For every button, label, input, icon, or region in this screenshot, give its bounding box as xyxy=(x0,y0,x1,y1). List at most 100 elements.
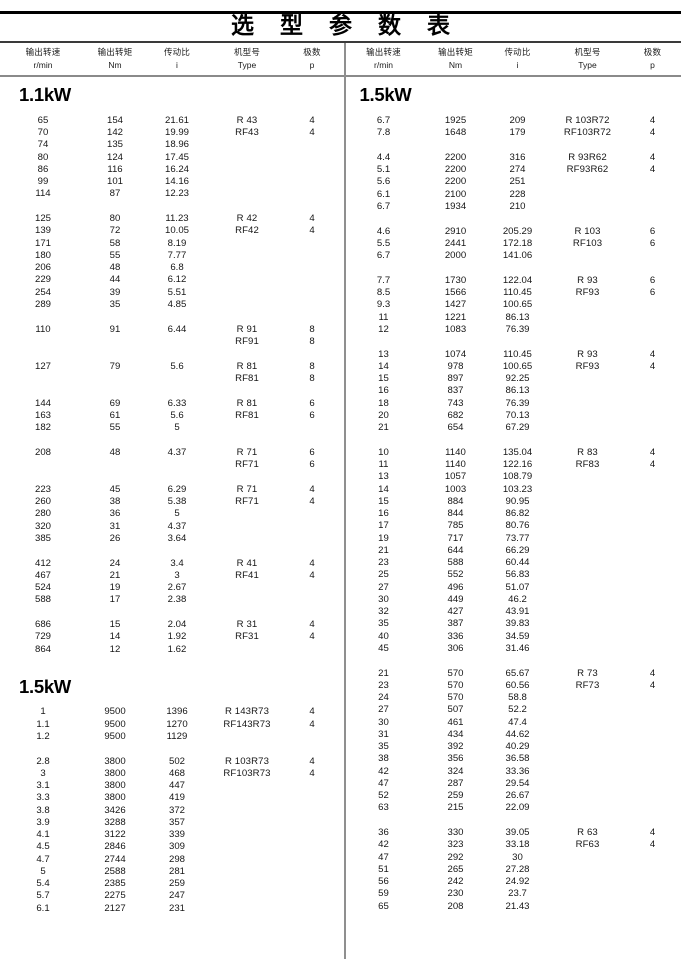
cell-output-torque: 21 xyxy=(109,569,121,581)
cell-type: RF63 xyxy=(575,839,600,851)
cell-ratio: 1396 xyxy=(166,706,188,718)
cell-output-torque: 292 xyxy=(447,851,464,863)
cell-ratio: 80.76 xyxy=(505,520,530,532)
cell-output-speed: 467 xyxy=(34,569,51,581)
table-row: 144 69 6.33 R 81 6 xyxy=(0,397,341,409)
power-rating-heading: 1.5kW xyxy=(359,84,412,105)
table-row: 42 324 33.36 xyxy=(341,765,681,777)
table-row: 24 570 58.8 xyxy=(341,692,681,704)
spec-block: 10 1140 135.04 R 83 4 11 1140 122.16 RF83 4 13 1057… xyxy=(341,447,681,655)
cell-ratio: 76.39 xyxy=(505,397,530,409)
cell-ratio: 4.37 xyxy=(167,520,187,532)
cell-type: R 43 xyxy=(236,114,258,126)
table-row: 3.3 3800 419 xyxy=(0,792,341,804)
header-en-output-speed: r/min xyxy=(33,60,53,70)
cell-output-torque: 1140 xyxy=(445,446,466,458)
cell-output-speed: 8.5 xyxy=(376,287,391,299)
cell-output-torque: 570 xyxy=(447,667,464,679)
cell-output-torque: 3800 xyxy=(104,792,126,804)
header-cn-ratio: 传动比 xyxy=(163,47,191,58)
table-row: 588 17 2.38 xyxy=(0,594,341,606)
cell-type: RF91 xyxy=(235,335,259,347)
cell-output-speed: 23 xyxy=(378,557,389,569)
cell-ratio: 17.45 xyxy=(164,151,189,163)
cell-ratio: 110.45 xyxy=(503,287,532,299)
cell-output-speed: 21 xyxy=(378,667,389,679)
table-row: 19 717 73.77 xyxy=(341,532,681,544)
header-cn-ratio: 传动比 xyxy=(504,47,531,58)
cell-ratio: 259 xyxy=(168,878,185,890)
cell-output-speed: 65 xyxy=(37,114,49,126)
cell-output-speed: 5.1 xyxy=(376,164,391,176)
cell-ratio: 70.13 xyxy=(505,409,530,421)
table-row: 80 124 17.45 xyxy=(0,151,341,163)
table-row: 6.7 1934 210 xyxy=(341,201,681,213)
cell-poles: 6 xyxy=(309,446,315,458)
table-row: 42 323 33.18 RF63 4 xyxy=(341,839,681,851)
cell-output-torque: 24 xyxy=(109,557,121,569)
cell-poles: 6 xyxy=(309,397,315,409)
cell-output-speed: 6.1 xyxy=(36,902,50,914)
table-row: 4.4 2200 316 R 93R62 4 xyxy=(341,152,681,164)
cell-ratio: 419 xyxy=(168,792,185,804)
table-row: 5 2588 281 xyxy=(0,866,341,878)
cell-output-speed: 63 xyxy=(378,802,389,814)
cell-output-torque: 19 xyxy=(109,582,121,594)
cell-output-speed: 6.7 xyxy=(376,200,391,212)
table-row: 6.1 2127 231 xyxy=(0,902,341,914)
cell-output-torque: 38 xyxy=(109,496,121,508)
table-row: 21 644 66.29 xyxy=(341,545,681,557)
cell-ratio: 274 xyxy=(509,164,526,176)
header-cn-output-torque: 输出转矩 xyxy=(438,47,473,58)
cell-output-torque: 552 xyxy=(447,569,464,581)
cell-output-speed: 42 xyxy=(378,765,389,777)
cell-output-torque: 1074 xyxy=(444,348,467,360)
cell-output-torque: 31 xyxy=(109,520,121,532)
cell-ratio: 5 xyxy=(174,422,180,434)
cell-ratio: 58.8 xyxy=(508,692,527,704)
cell-output-torque: 2000 xyxy=(444,250,467,262)
cell-output-torque: 135 xyxy=(106,139,123,151)
table-row: 139 72 10.05 RF42 4 xyxy=(0,225,341,237)
cell-output-speed: 163 xyxy=(34,409,51,421)
cell-output-speed: 47 xyxy=(378,851,389,863)
cell-ratio: 357 xyxy=(168,816,185,828)
cell-ratio: 1270 xyxy=(166,718,188,730)
cell-output-speed: 110 xyxy=(35,323,51,335)
document-title-band: 选 型 参 数 表 xyxy=(0,13,681,40)
cell-output-torque: 427 xyxy=(447,606,464,618)
table-row: 74 135 18.96 xyxy=(0,139,341,151)
cell-ratio: 26.67 xyxy=(505,790,530,802)
cell-output-speed: 30 xyxy=(378,593,389,605)
header-cn-type: 机型号 xyxy=(233,47,261,58)
spec-block: 36 330 39.05 R 63 4 42 323 33.18 RF63 4 47 292 30 51 2… xyxy=(341,827,681,913)
cell-output-speed: 52 xyxy=(378,790,389,802)
cell-output-torque: 3800 xyxy=(104,755,126,767)
cell-ratio: 103.23 xyxy=(502,483,533,495)
cell-output-torque: 3122 xyxy=(104,829,126,841)
table-row: 30 461 47.4 xyxy=(341,716,681,728)
cell-ratio: 6.29 xyxy=(167,483,187,495)
cell-output-speed: 11 xyxy=(378,459,389,471)
cell-output-torque: 2100 xyxy=(444,188,467,200)
cell-type: R 81 xyxy=(236,397,258,409)
table-row: 32 427 43.91 xyxy=(341,606,681,618)
cell-ratio: 6.12 xyxy=(167,274,187,286)
cell-output-speed: 32 xyxy=(378,606,389,618)
cell-ratio: 4.37 xyxy=(167,446,187,458)
cell-output-speed: 3 xyxy=(40,767,46,779)
cell-output-speed: 11 xyxy=(378,311,389,323)
spec-block: 144 69 6.33 R 81 6 163 61 5.6 RF81 6 182 55 5 xyxy=(0,397,341,434)
cell-output-torque: 12 xyxy=(109,643,121,655)
cell-output-speed: 320 xyxy=(34,520,51,532)
cell-output-torque: 1566 xyxy=(444,287,467,299)
cell-ratio: 14.16 xyxy=(164,176,189,188)
cell-ratio: 3.64 xyxy=(167,532,187,544)
cell-output-speed: 864 xyxy=(34,643,51,655)
table-row: RF81 8 xyxy=(0,373,341,385)
cell-output-torque: 356 xyxy=(447,753,464,765)
cell-ratio: 468 xyxy=(168,767,185,779)
cell-output-speed: 7.7 xyxy=(376,274,391,286)
cell-ratio: 29.54 xyxy=(505,777,530,789)
cell-ratio: 122.16 xyxy=(502,459,533,471)
